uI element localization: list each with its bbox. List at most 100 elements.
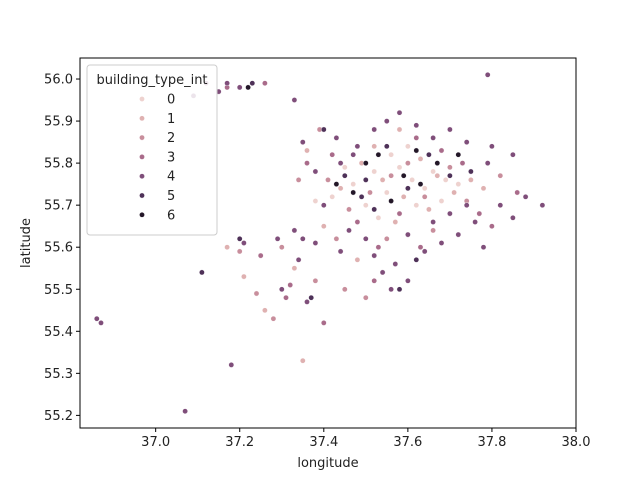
data-point [405, 231, 411, 238]
data-point [434, 160, 441, 166]
data-point [396, 286, 403, 293]
data-point [371, 143, 378, 150]
data-point [430, 168, 436, 175]
data-point [304, 160, 310, 166]
data-point [224, 80, 230, 86]
data-point [421, 248, 428, 255]
data-point [224, 244, 230, 250]
data-point [241, 273, 247, 280]
data-point [421, 193, 428, 200]
data-point [346, 227, 352, 234]
data-point [367, 189, 373, 196]
data-point [371, 126, 378, 133]
data-point [426, 206, 432, 213]
x-tick-label: 37.6 [393, 435, 422, 450]
data-point [388, 151, 394, 158]
data-point [396, 126, 403, 133]
data-point [274, 235, 281, 242]
data-point [333, 235, 340, 242]
data-point [236, 235, 243, 242]
legend-label: 1 [167, 112, 175, 127]
data-point [295, 177, 302, 183]
data-point [295, 256, 302, 263]
data-point [489, 223, 495, 229]
data-point [312, 277, 319, 284]
data-point [262, 307, 268, 314]
legend-marker [139, 173, 145, 179]
data-point [354, 143, 361, 150]
data-point [325, 177, 331, 183]
data-point [438, 198, 445, 204]
legend-marker [139, 211, 145, 218]
data-point [262, 80, 268, 86]
data-point [371, 252, 378, 259]
data-point [413, 147, 420, 154]
data-point [417, 156, 424, 162]
legend-label: 2 [167, 131, 175, 146]
data-point [362, 202, 369, 208]
data-point [371, 277, 378, 284]
data-point [350, 151, 357, 158]
data-point [333, 135, 340, 141]
y-tick-label: 55.8 [44, 157, 73, 172]
x-tick-label: 37.8 [477, 435, 506, 450]
x-tick-label: 38.0 [562, 435, 591, 450]
legend-label: 0 [167, 93, 175, 108]
data-point [405, 277, 411, 284]
data-point [362, 235, 369, 242]
data-point [396, 210, 403, 217]
data-point [341, 172, 348, 179]
data-point [228, 362, 235, 368]
legend-label: 3 [167, 150, 175, 165]
data-point [291, 227, 298, 234]
legend-marker [139, 192, 145, 199]
data-point [468, 168, 474, 175]
data-point [400, 193, 407, 200]
data-point [362, 160, 369, 166]
legend-label: 5 [167, 189, 175, 204]
x-tick-label: 37.0 [141, 435, 170, 450]
data-point [375, 244, 382, 250]
data-point [413, 256, 420, 263]
data-point [337, 160, 344, 166]
data-point [463, 139, 470, 145]
data-point [438, 147, 445, 154]
data-point [484, 72, 491, 78]
x-tick-label: 37.2 [225, 435, 254, 450]
data-point [455, 151, 462, 158]
data-point [350, 189, 357, 196]
data-point [333, 181, 340, 187]
data-point [337, 248, 344, 255]
data-point [388, 198, 394, 204]
data-point [358, 193, 365, 200]
legend-label: 4 [167, 170, 175, 185]
data-point [417, 181, 424, 187]
data-point [299, 139, 306, 145]
data-point [299, 235, 306, 242]
data-point [371, 168, 378, 175]
data-point [308, 294, 315, 301]
data-point [245, 84, 251, 91]
data-point [379, 269, 386, 276]
data-point [447, 164, 453, 171]
data-point [375, 214, 382, 221]
data-point [438, 240, 445, 246]
data-point [539, 202, 546, 208]
y-tick-label: 55.3 [44, 367, 73, 382]
data-point [312, 198, 319, 204]
legend: building_type_int 0 1 2 3 4 5 6 [86, 64, 218, 236]
data-point [413, 202, 420, 208]
data-point [278, 286, 285, 293]
data-point [405, 160, 411, 166]
data-point [362, 294, 369, 301]
y-tick-label: 55.5 [44, 283, 73, 298]
y-axis-ticks: 55.2 55.3 55.4 55.5 55.6 55.7 55.8 55.9 56.0 [44, 73, 80, 424]
data-point [383, 189, 390, 196]
data-point [459, 160, 466, 166]
data-point [442, 177, 449, 183]
data-point [430, 135, 436, 141]
data-point [451, 189, 457, 196]
data-point [510, 151, 516, 158]
data-point [480, 185, 487, 192]
data-point [396, 164, 403, 171]
